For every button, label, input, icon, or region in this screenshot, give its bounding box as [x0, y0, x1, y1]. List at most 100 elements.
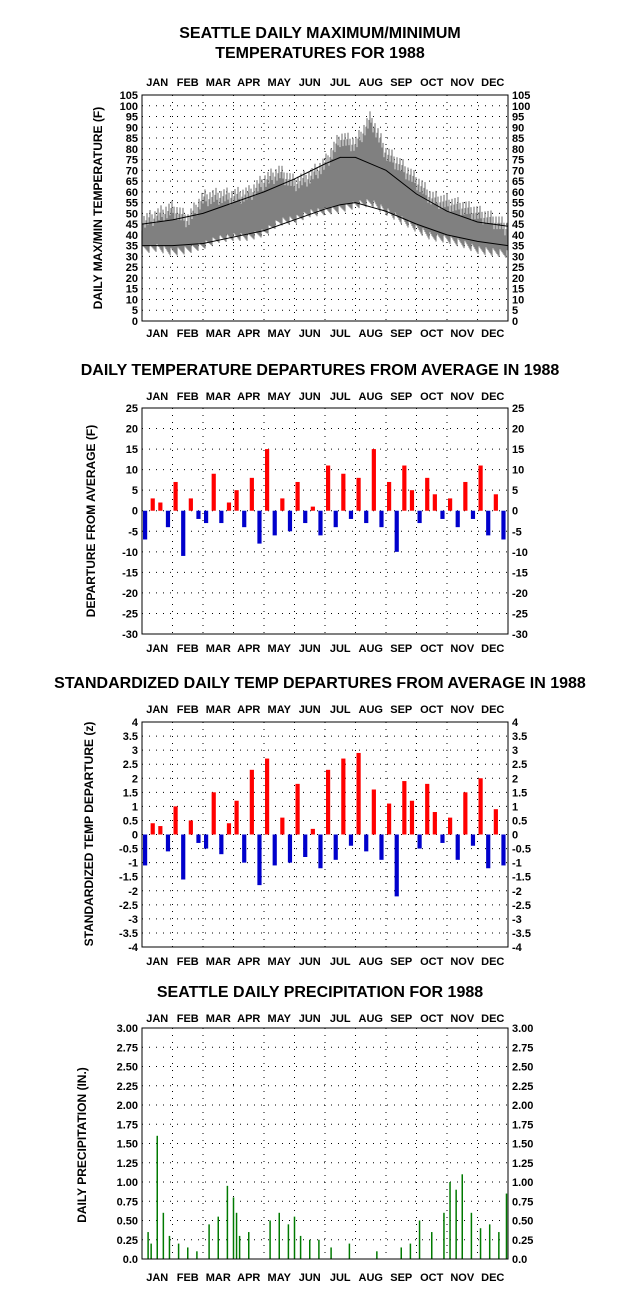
y-tick-label-right: 85 [512, 133, 524, 145]
y-axis-label: DAILY PRECIPITATION (IN.) [75, 1067, 89, 1223]
negative-departure-bar [394, 834, 399, 897]
y-tick-label-right: 5 [512, 485, 518, 497]
y-tick-label-left: 40 [126, 230, 138, 242]
y-tick-label-left: 30 [126, 251, 138, 263]
standardized-departure-chart: STANDARDIZED DAILY TEMP DEPARTURES FROM … [54, 675, 586, 968]
month-label-bottom: APR [237, 328, 260, 340]
y-tick-label-right: 2.50 [512, 1062, 533, 1074]
y-tick-label-left: 0.75 [117, 1196, 138, 1208]
positive-departure-bar [326, 769, 331, 835]
month-label-top: AUG [359, 391, 383, 403]
y-tick-label-right: -2.5 [512, 900, 531, 912]
negative-departure-bar [242, 834, 247, 863]
month-label-bottom: NOV [450, 956, 475, 968]
negative-departure-bar [219, 510, 224, 524]
month-label-top: FEB [177, 77, 199, 89]
negative-departure-bar [501, 834, 506, 866]
y-tick-label-right: -0.5 [512, 844, 531, 856]
y-tick-label-right: 0.0 [512, 1254, 527, 1266]
month-label-bottom: MAY [268, 328, 292, 340]
month-label-top: JAN [146, 704, 168, 716]
negative-departure-bar [455, 834, 460, 860]
y-tick-label-right: 50 [512, 208, 524, 220]
month-label-top: FEB [177, 704, 199, 716]
month-label-bottom: FEB [177, 643, 199, 655]
negative-departure-bar [470, 510, 476, 519]
y-tick-label-right: 75 [512, 155, 524, 167]
plot-frame [141, 94, 509, 322]
y-tick-label-right: 65 [512, 176, 524, 188]
negative-departure-bar [364, 834, 369, 852]
y-tick-label-right: 1.50 [512, 1139, 533, 1151]
y-tick-label-left: 100 [120, 101, 138, 113]
month-label-top: SEP [390, 1013, 412, 1025]
month-label-top: JAN [146, 77, 168, 89]
positive-departure-bar [409, 800, 415, 835]
positive-departure-bar [188, 820, 193, 835]
y-tick-label-left: 0.50 [117, 1216, 138, 1228]
y-tick-label-left: 25 [126, 403, 138, 415]
month-label-bottom: JUL [330, 328, 351, 340]
negative-departure-bar [486, 834, 491, 869]
y-tick-label-left: 80 [126, 144, 138, 156]
y-tick-label-left: -30 [122, 629, 138, 641]
normal-max-line [141, 156, 509, 227]
month-label-bottom: SEP [390, 1272, 412, 1284]
y-tick-label-left: 90 [126, 122, 138, 134]
y-tick-label-left: 65 [126, 176, 138, 188]
plot-frame [141, 721, 509, 948]
month-label-bottom: NOV [450, 328, 475, 340]
y-tick-label-left: 1.50 [117, 1139, 138, 1151]
month-label-top: AUG [359, 77, 383, 89]
month-label-bottom: JUN [299, 643, 321, 655]
month-label-top: JUN [299, 391, 321, 403]
y-tick-label-left: 2.75 [117, 1042, 138, 1054]
y-tick-label-left: -15 [122, 567, 138, 579]
y-tick-label-left: -1.5 [119, 872, 138, 884]
positive-departure-bar [448, 498, 453, 511]
negative-departure-bar [470, 834, 476, 846]
positive-departure-bar [234, 800, 239, 835]
month-label-top: APR [237, 704, 260, 716]
negative-departure-bar [257, 510, 262, 544]
positive-departure-bar [493, 494, 498, 511]
y-tick-label-right: -1 [512, 858, 522, 870]
y-tick-label-left: 2.5 [123, 759, 138, 771]
y-tick-label-left: 75 [126, 155, 138, 167]
y-tick-label-right: 10 [512, 465, 524, 477]
month-label-bottom: MAY [268, 1272, 292, 1284]
y-tick-label-left: 55 [126, 198, 138, 210]
month-label-bottom: FEB [177, 1272, 199, 1284]
positive-departure-bar [463, 792, 468, 835]
y-tick-label-right: 90 [512, 122, 524, 134]
positive-departure-bar [448, 817, 453, 835]
month-label-top: SEP [390, 704, 412, 716]
positive-departure-bar [265, 758, 270, 835]
positive-departure-bar [150, 823, 155, 835]
positive-departure-bar [432, 812, 437, 835]
y-tick-label-left: 2.25 [117, 1081, 138, 1093]
positive-departure-bar [280, 817, 285, 835]
positive-departure-bar [226, 823, 232, 835]
negative-departure-bar [303, 834, 308, 857]
y-tick-label-right: 105 [512, 90, 530, 102]
y-tick-label-left: 20 [126, 424, 138, 436]
y-axis-label: DAILY MAX/MIN TEMPERATURE (F) [91, 107, 105, 309]
y-tick-label-right: 70 [512, 165, 524, 177]
month-label-top: MAR [206, 1013, 231, 1025]
y-tick-label-left: 1.00 [117, 1177, 138, 1189]
month-label-bottom: NOV [450, 643, 475, 655]
y-tick-label-right: 2.75 [512, 1042, 533, 1054]
y-tick-label-left: 70 [126, 165, 138, 177]
month-label-bottom: AUG [359, 1272, 383, 1284]
month-label-top: AUG [359, 704, 383, 716]
y-tick-label-left: 2.50 [117, 1062, 138, 1074]
y-tick-label-left: 15 [126, 444, 138, 456]
month-label-bottom: DEC [481, 643, 504, 655]
plot-frame [141, 1027, 509, 1260]
y-tick-label-left: -2 [128, 886, 138, 898]
y-tick-label-right: 0 [512, 506, 518, 518]
negative-departure-bar [165, 834, 171, 852]
y-tick-label-right: 45 [512, 219, 524, 231]
chart-title-line: SEATTLE DAILY MAXIMUM/MINIMUM [179, 25, 460, 42]
